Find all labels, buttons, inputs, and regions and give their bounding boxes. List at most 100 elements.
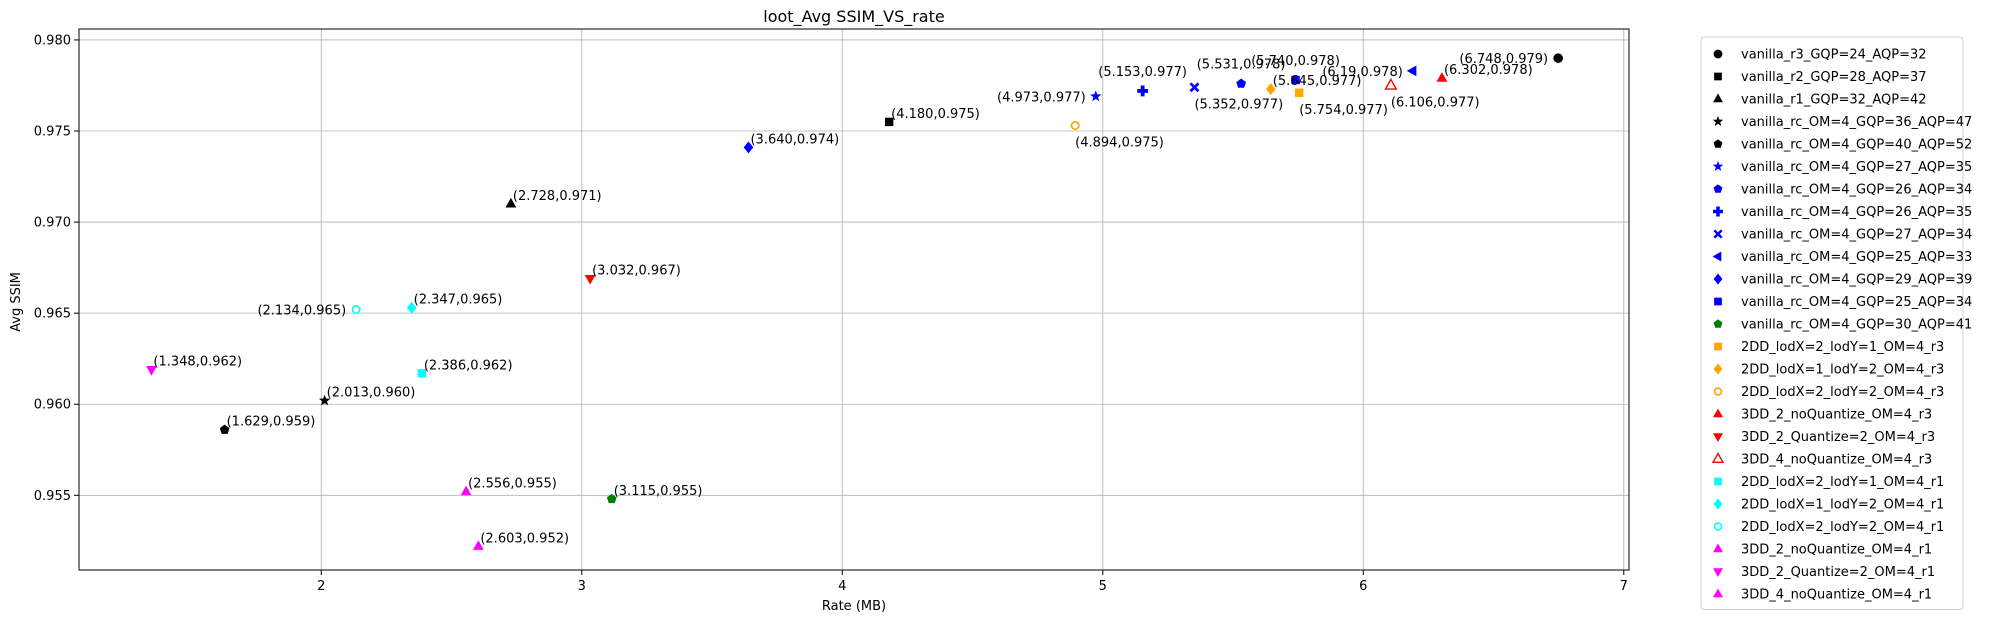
- series-3dd-2-quantize-2-om-4-r1: (1.348,0.962): [146, 355, 242, 376]
- legend-item: vanilla_rc_OM=4_GQP=36_AQP=47: [1712, 115, 1972, 130]
- data-label: (2.347,0.965): [414, 293, 503, 308]
- data-point: [884, 117, 894, 127]
- data-label: (6.106,0.977): [1391, 95, 1480, 110]
- legend-label: 2DD_lodX=1_lodY=2_OM=4_r3: [1741, 363, 1944, 378]
- data-point: [417, 369, 427, 378]
- data-point: [1090, 90, 1102, 102]
- series-2dd-lodx-2-lody-1-om-4-r3: (5.754,0.977): [1295, 88, 1388, 118]
- legend-marker: [1712, 161, 1724, 171]
- data-point: [219, 424, 230, 434]
- series-vanilla-rc-om-4-gqp-25-aqp-33: (6.19,0.978): [1322, 65, 1417, 80]
- data-point: [351, 304, 361, 315]
- legend-label: vanilla_rc_OM=4_GQP=25_AQP=33: [1741, 250, 1972, 265]
- legend-marker: [1713, 93, 1723, 103]
- series-vanilla-rc-om-4-gqp-26-aqp-34: (5.531,0.978): [1197, 58, 1285, 88]
- data-point: [1137, 85, 1149, 97]
- x-tick-label: 4: [838, 579, 846, 594]
- data-label: (5.740,0.978): [1251, 54, 1340, 69]
- data-label: (4.894,0.975): [1075, 136, 1164, 151]
- data-point: [1553, 53, 1563, 63]
- data-label: (3.115,0.955): [614, 484, 703, 499]
- series-vanilla-r1-gqp-32-aqp-42: (2.728,0.971): [505, 189, 602, 208]
- series-2dd-lodx-2-lody-1-om-4-r1: (2.386,0.962): [417, 358, 513, 378]
- legend-marker: [1714, 477, 1722, 486]
- data-label: (2.603,0.952): [480, 531, 569, 546]
- legend-label: vanilla_r2_GQP=28_AQP=37: [1741, 70, 1927, 85]
- data-point: [146, 366, 157, 376]
- legend-marker: [1711, 452, 1725, 463]
- legend-item: vanilla_rc_OM=4_GQP=27_AQP=34: [1713, 228, 1972, 243]
- legend-frame: [1700, 36, 1964, 610]
- legend-item: vanilla_rc_OM=4_GQP=25_AQP=34: [1714, 295, 1972, 310]
- series-vanilla-rc-om-4-gqp-26-aqp-35: (5.153,0.977): [1098, 65, 1187, 97]
- legend-label: vanilla_rc_OM=4_GQP=25_AQP=34: [1741, 295, 1972, 310]
- legend-marker: [1713, 49, 1723, 59]
- x-axis-label: Rate (MB): [822, 599, 886, 614]
- x-tick-label: 5: [1099, 579, 1107, 594]
- data-label: (5.645,0.977): [1273, 74, 1362, 89]
- series-3dd-4-noquantize-om-4-r1: (2.603,0.952): [472, 531, 569, 550]
- data-point: [1236, 78, 1246, 88]
- y-tick-label: 0.980: [34, 33, 71, 48]
- legend-marker: [1713, 363, 1723, 375]
- y-axis-label: Avg SSIM: [9, 272, 24, 332]
- legend-marker: [1713, 588, 1723, 598]
- y-tick-label: 0.965: [34, 307, 71, 322]
- legend-label: vanilla_rc_OM=4_GQP=27_AQP=35: [1741, 160, 1972, 175]
- data-point: [460, 485, 472, 496]
- legend-item: 3DD_2_Quantize=2_OM=4_r1: [1713, 565, 1935, 580]
- legend-label: 2DD_lodX=2_lodY=1_OM=4_r1: [1741, 475, 1944, 490]
- series-vanilla-rc-om-4-gqp-36-aqp-47: (2.013,0.960): [318, 386, 415, 406]
- legend-marker: [1713, 184, 1723, 193]
- data-label: (2.728,0.971): [513, 189, 602, 204]
- series-2dd-lodx-1-lody-2-om-4-r1: (2.347,0.965): [406, 293, 503, 314]
- legend-label: 2DD_lodX=2_lodY=2_OM=4_r3: [1741, 385, 1944, 400]
- legend-item: 3DD_2_noQuantize_OM=4_r1: [1713, 543, 1932, 558]
- legend-item: 2DD_lodX=1_lodY=2_OM=4_r3: [1713, 363, 1944, 378]
- legend-marker: [1714, 72, 1722, 81]
- series-3dd-4-noquantize-om-4-r3: (6.106,0.977): [1384, 78, 1480, 110]
- legend-item: 3DD_2_noQuantize_OM=4_r3: [1713, 408, 1932, 423]
- legend-item: vanilla_rc_OM=4_GQP=29_AQP=39: [1713, 273, 1972, 288]
- data-point: [505, 197, 517, 208]
- plot-frame: [78, 28, 1630, 571]
- y-tick-label: 0.960: [34, 398, 71, 413]
- legend-marker: [1713, 387, 1723, 396]
- legend-label: vanilla_rc_OM=4_GQP=29_AQP=39: [1741, 273, 1972, 288]
- data-label: (5.754,0.977): [1299, 103, 1388, 118]
- legend-marker: [1712, 251, 1722, 262]
- legend-label: vanilla_r1_GQP=32_AQP=42: [1741, 93, 1927, 108]
- legend-label: vanilla_r3_GQP=24_AQP=32: [1741, 48, 1927, 63]
- legend-marker: [1713, 568, 1723, 577]
- legend-item: 2DD_lodX=2_lodY=2_OM=4_r1: [1713, 520, 1944, 535]
- legend-label: vanilla_rc_OM=4_GQP=40_AQP=52: [1741, 138, 1972, 153]
- legend-marker: [1713, 206, 1723, 217]
- legend-item: vanilla_rc_OM=4_GQP=25_AQP=33: [1712, 250, 1972, 265]
- data-label: (3.032,0.967): [592, 264, 681, 279]
- legend-item: vanilla_rc_OM=4_GQP=26_AQP=34: [1713, 183, 1972, 198]
- data-point: [606, 493, 617, 504]
- x-tick-label: 6: [1359, 579, 1367, 594]
- legend-item: vanilla_rc_OM=4_GQP=40_AQP=52: [1713, 138, 1972, 153]
- legend: vanilla_r3_GQP=24_AQP=32 vanilla_r2_GQP=2…: [1700, 36, 1972, 610]
- series-2dd-lodx-2-lody-2-om-4-r1: (2.134,0.965): [257, 304, 361, 319]
- data-point: [406, 301, 417, 314]
- legend-item: vanilla_r3_GQP=24_AQP=32: [1713, 48, 1927, 63]
- legend-item: 3DD_4_noQuantize_OM=4_r1: [1713, 588, 1932, 603]
- data-label: (6.748,0.979): [1459, 52, 1548, 67]
- legend-item: vanilla_r1_GQP=32_AQP=42: [1713, 93, 1927, 108]
- data-label: (2.556,0.955): [468, 477, 557, 492]
- legend-label: 3DD_2_noQuantize_OM=4_r1: [1741, 543, 1932, 558]
- series-2dd-lodx-2-lody-2-om-4-r3: (4.894,0.975): [1070, 121, 1164, 151]
- legend-item: 2DD_lodX=2_lodY=1_OM=4_r3: [1714, 340, 1944, 355]
- legend-marker: [1713, 273, 1723, 285]
- legend-label: vanilla_rc_OM=4_GQP=27_AQP=34: [1741, 228, 1972, 243]
- series-vanilla-rc-om-4-gqp-27-aqp-34: (5.352,0.977): [1189, 82, 1283, 112]
- legend-label: vanilla_rc_OM=4_GQP=26_AQP=34: [1741, 183, 1972, 198]
- legend-item: vanilla_rc_OM=4_GQP=27_AQP=35: [1712, 160, 1972, 175]
- data-label: (2.134,0.965): [257, 304, 346, 319]
- legend-marker: [1712, 116, 1724, 126]
- series-vanilla-r3-gqp-24-aqp-32: (6.748,0.979): [1459, 52, 1563, 67]
- x-tick-label: 7: [1620, 579, 1628, 594]
